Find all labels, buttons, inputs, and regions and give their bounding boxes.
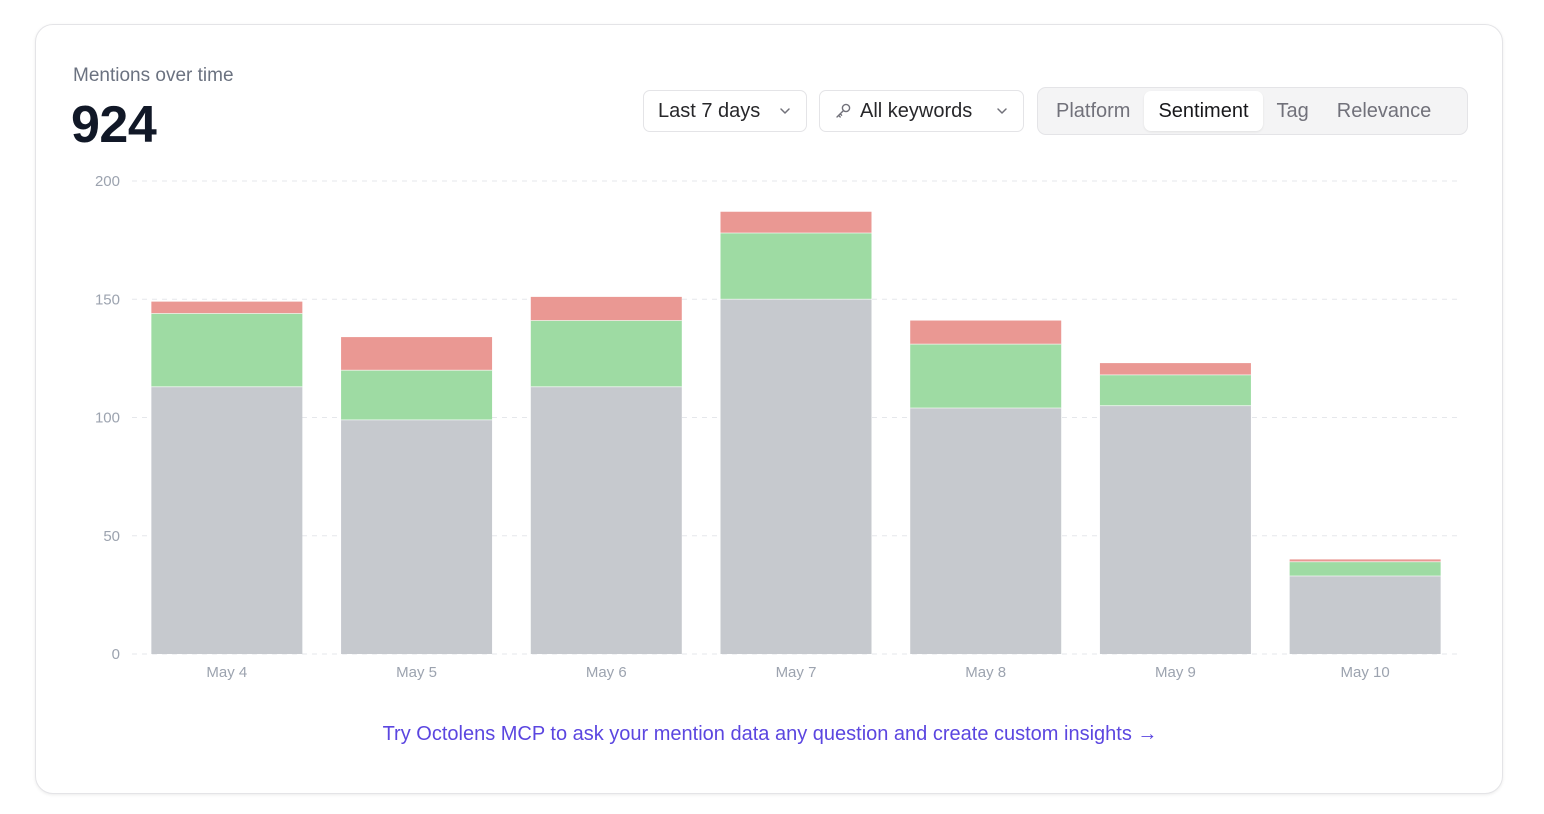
bar-segment-0[interactable] xyxy=(1289,575,1441,654)
bar-segment-0[interactable] xyxy=(910,408,1062,654)
x-tick-label: May 10 xyxy=(1341,664,1390,681)
card-title: Mentions over time xyxy=(73,65,234,86)
date-range-label: Last 7 days xyxy=(658,99,761,122)
tab-relevance[interactable]: Relevance xyxy=(1336,99,1432,122)
y-tick-label: 50 xyxy=(103,528,120,545)
bar-segment-1[interactable] xyxy=(530,320,682,387)
x-tick-label: May 7 xyxy=(776,664,817,681)
bar-segment-1[interactable] xyxy=(151,313,303,387)
bar-segment-2[interactable] xyxy=(341,337,493,371)
bar-segment-2[interactable] xyxy=(1099,363,1251,375)
bar-segment-1[interactable] xyxy=(910,344,1062,409)
mcp-cta-link[interactable]: Try Octolens MCP to ask your mention dat… xyxy=(382,723,1158,745)
date-range-dropdown[interactable]: Last 7 days xyxy=(643,90,807,132)
bar-segment-0[interactable] xyxy=(151,386,303,654)
y-tick-label: 0 xyxy=(112,646,120,663)
x-tick-label: May 5 xyxy=(396,664,437,681)
bar-segment-1[interactable] xyxy=(720,233,872,300)
chevron-down-icon xyxy=(997,108,1007,114)
chevron-down-icon xyxy=(780,108,790,114)
x-tick-label: May 6 xyxy=(586,664,627,681)
breakdown-tabs: Platform Sentiment Tag Relevance xyxy=(1037,87,1468,135)
x-tick-label: May 8 xyxy=(965,664,1006,681)
bar-segment-0[interactable] xyxy=(530,386,682,654)
keywords-label: All keywords xyxy=(860,99,973,122)
bar-segment-2[interactable] xyxy=(151,301,303,314)
tab-platform[interactable]: Platform xyxy=(1056,99,1131,122)
mentions-card: Mentions over time 924 Last 7 days All k… xyxy=(35,24,1503,794)
bar-segment-2[interactable] xyxy=(530,296,682,321)
bar-segment-0[interactable] xyxy=(720,299,872,654)
keywords-dropdown[interactable]: All keywords xyxy=(819,90,1024,132)
bar-segment-1[interactable] xyxy=(341,370,493,420)
tab-sentiment[interactable]: Sentiment xyxy=(1144,91,1263,131)
total-mentions: 924 xyxy=(71,96,157,154)
x-tick-label: May 4 xyxy=(206,664,247,681)
mentions-chart: 0 50 100 150 200 May 4 May 5 May 6 May 7 May 8 May… xyxy=(95,173,1460,681)
bar-segment-2[interactable] xyxy=(910,320,1062,345)
bar-segment-0[interactable] xyxy=(341,419,493,654)
bar-segment-0[interactable] xyxy=(1099,405,1251,654)
tab-tag[interactable]: Tag xyxy=(1276,99,1309,122)
bar-segment-2[interactable] xyxy=(720,211,872,234)
y-tick-label: 150 xyxy=(95,291,120,308)
x-tick-label: May 9 xyxy=(1155,664,1196,681)
y-tick-label: 200 xyxy=(95,173,120,190)
y-tick-label: 100 xyxy=(95,410,120,427)
key-icon xyxy=(836,103,851,118)
bar-segment-1[interactable] xyxy=(1099,374,1251,406)
bar-segment-2[interactable] xyxy=(1289,559,1441,562)
bar-segment-1[interactable] xyxy=(1289,561,1441,576)
